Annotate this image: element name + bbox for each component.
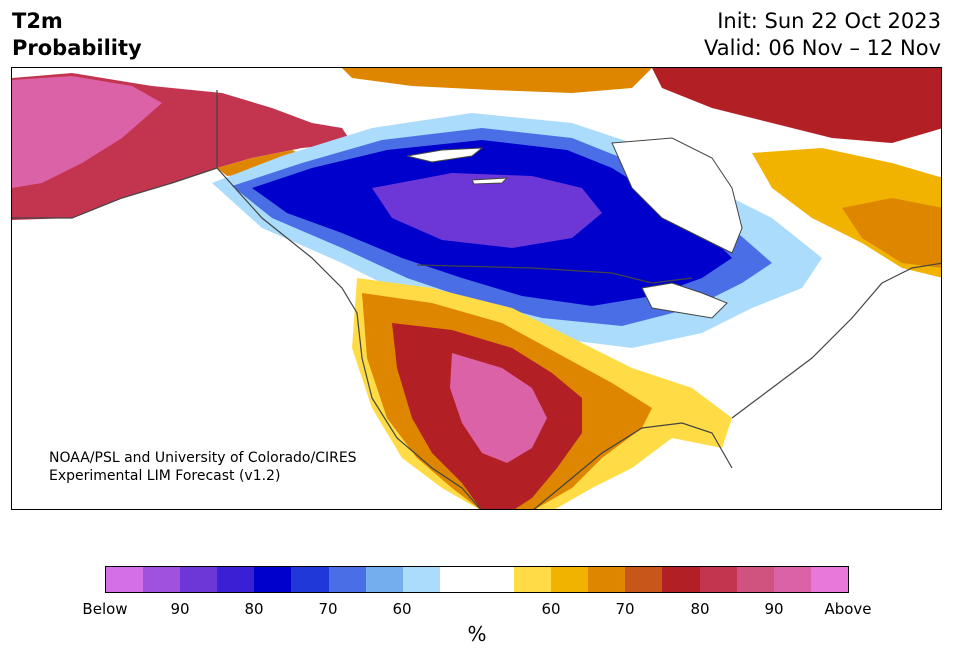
colorbar-swatch <box>291 567 329 592</box>
colorbar-label-above: Above <box>824 600 872 618</box>
colorbar-swatch <box>328 567 366 592</box>
colorbar-swatch <box>143 567 181 592</box>
colorbar-swatch <box>736 567 774 592</box>
colorbar-swatch <box>514 567 552 592</box>
colorbar <box>105 566 849 593</box>
us-canada-border <box>416 264 693 284</box>
alaska-warm-core <box>12 76 162 188</box>
canada-cold-core <box>372 173 602 248</box>
valid-dates: Valid: 06 Nov – 12 Nov <box>704 36 941 60</box>
credit-line1: NOAA/PSL and University of Colorado/CIRE… <box>49 450 357 466</box>
probability-map <box>12 68 941 509</box>
us-warm-core <box>450 353 547 463</box>
colorbar-swatch <box>439 567 477 592</box>
great-lakes <box>641 282 728 319</box>
colorbar-swatch <box>588 567 626 592</box>
great-slave-lake <box>471 177 509 185</box>
colorbar-swatch <box>773 567 811 592</box>
map-title: T2m Probability <box>12 8 142 62</box>
colorbar-swatch <box>106 567 144 592</box>
colorbar-swatch <box>254 567 292 592</box>
colorbar-label-below-90: 90 <box>170 600 190 618</box>
colorbar-label-above-80: 80 <box>690 600 710 618</box>
colorbar-label-above-90: 90 <box>764 600 784 618</box>
forecast-dates: Init: Sun 22 Oct 2023 Valid: 06 Nov – 12… <box>704 8 941 62</box>
colorbar-swatch <box>810 567 848 592</box>
colorbar-swatch <box>699 567 737 592</box>
great-bear-lake <box>406 147 484 163</box>
init-date: Init: Sun 22 Oct 2023 <box>717 9 941 33</box>
colorbar-label-below-70: 70 <box>318 600 338 618</box>
colorbar-swatch <box>662 567 700 592</box>
colorbar-swatch <box>402 567 440 592</box>
title-quantity: Probability <box>12 36 142 60</box>
lakes <box>406 137 743 319</box>
credit-text: NOAA/PSL and University of Colorado/CIRE… <box>49 449 357 485</box>
colorbar-swatch <box>217 567 255 592</box>
map-panel <box>11 67 942 510</box>
colorbar-label-below: Below <box>82 600 128 618</box>
colorbar-label-below-80: 80 <box>244 600 264 618</box>
colorbar-swatch <box>476 567 515 592</box>
colorbar-swatch <box>551 567 589 592</box>
east-canada-warm-strong <box>842 198 941 268</box>
colorbar-swatch <box>365 567 403 592</box>
colorbar-label-below-60: 60 <box>392 600 412 618</box>
coastline-east <box>731 262 941 419</box>
colorbar-swatch <box>625 567 663 592</box>
credit-line2: Experimental LIM Forecast (v1.2) <box>49 468 281 484</box>
coastlines <box>12 90 941 509</box>
coastline-west <box>12 167 482 509</box>
northeast-arctic-warm <box>652 68 941 143</box>
title-variable: T2m <box>12 9 63 33</box>
coastline-gulf <box>533 422 733 509</box>
north-arctic-warm <box>342 68 652 93</box>
colorbar-label-above-60: 60 <box>541 600 561 618</box>
colorbar-swatch <box>180 567 218 592</box>
hudson-bay <box>611 137 743 254</box>
colorbar-label-above-70: 70 <box>615 600 635 618</box>
colorbar-unit: % <box>467 622 487 646</box>
